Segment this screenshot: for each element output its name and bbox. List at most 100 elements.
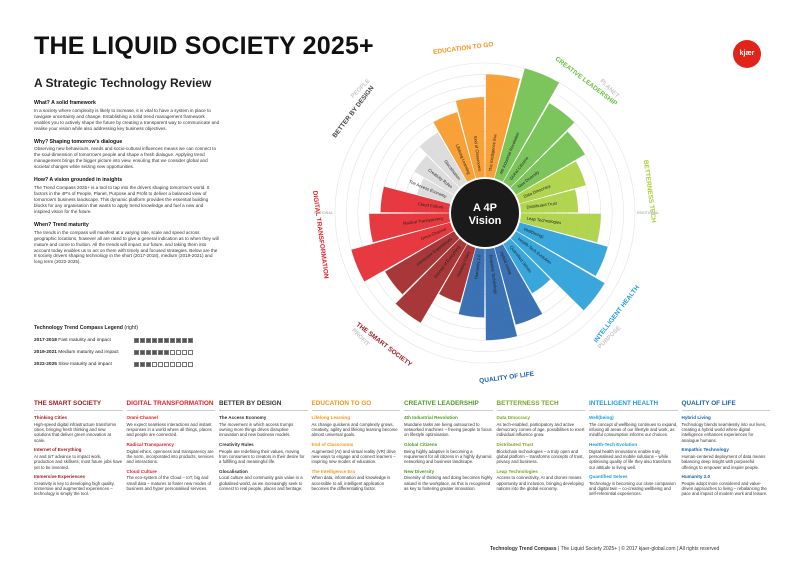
trend-column: QUALITY OF LIFE Hybrid Living Technology b… xyxy=(681,400,775,540)
trend-name: The Intelligence Era xyxy=(311,468,355,474)
trend-wedge xyxy=(494,244,543,325)
legend-title: Technology Trend Compass Legend (right) xyxy=(34,325,224,331)
trend-item: End of Classrooms Augmented (AI) and virt… xyxy=(312,442,401,465)
intro-text: The trends in the compass will manifest … xyxy=(34,229,219,265)
trend-name: 4th Industrial Revolution xyxy=(404,415,458,420)
trend-text: Technology blends seamlessly into our li… xyxy=(681,421,767,443)
intro-block: What? A solid framework In a society whe… xyxy=(34,100,220,132)
grid-ring xyxy=(334,62,636,364)
trend-text: Access to connectivity, AI and drones me… xyxy=(496,475,584,492)
trend-text: Digital health innovations enable truly … xyxy=(589,448,672,470)
grid-ring xyxy=(414,142,556,284)
trend-wedge xyxy=(455,97,485,179)
legend-square xyxy=(152,362,157,367)
legend-years: 2019-2021 xyxy=(34,350,57,355)
trend-text: Augmented (AI) and virtual reality (VR) … xyxy=(311,448,396,465)
legend: Technology Trend Compass Legend (right) … xyxy=(34,325,224,374)
trend-text: The concept of wellbeing continues to ex… xyxy=(589,421,678,438)
trend-wedge xyxy=(519,213,601,243)
category-label: DIGITAL TRANSFORMATION xyxy=(311,190,330,279)
trend-text: Technology is becoming our close compani… xyxy=(589,480,676,497)
trend-name: Glocalisation xyxy=(219,468,248,474)
intro-block: How? A vision grounded in insights The T… xyxy=(34,177,220,215)
intro-text: In a society where complexity is likely … xyxy=(34,107,220,131)
grid-ring xyxy=(403,131,567,295)
category-label: QUALITY OF LIFE xyxy=(479,371,535,385)
trend-name: Omni-Channel xyxy=(126,415,158,420)
trend-column: INTELLIGENT HEALTH Well(being) The concept… xyxy=(589,400,682,540)
legend-square xyxy=(140,350,145,355)
trend-name: Global Citizens xyxy=(404,441,438,447)
trend-label: Distributed Trust xyxy=(526,201,558,210)
trend-text: Local culture and community gain value i… xyxy=(219,475,303,492)
legend-desc: Slow maturity and impact xyxy=(56,362,112,367)
trend-item: Data Dmocracy As tech-enabled, participat… xyxy=(497,415,586,438)
trend-wedge xyxy=(516,222,608,276)
trend-wedge xyxy=(485,74,520,179)
trend-item: 4th Industrial Revolution Mundane tasks a… xyxy=(404,415,493,438)
legend-square xyxy=(176,350,181,355)
legend-row: 2019-2021 Medium maturity and impact xyxy=(34,350,224,355)
column-heading: BETTERNESS TECH xyxy=(496,400,585,411)
trend-wedge xyxy=(419,132,467,188)
trend-text: AI and IoT advance to impact work, produ… xyxy=(34,453,123,470)
trend-wedge xyxy=(439,244,476,303)
footer-brand: Technology Trend Compass xyxy=(490,546,557,552)
trend-text: Human-centered deployment of data means … xyxy=(681,453,766,470)
trend-wedge xyxy=(351,222,454,282)
trend-wedge xyxy=(510,231,605,311)
trend-text: People are redefining their values, movi… xyxy=(219,448,305,465)
trend-text: Mundane tasks are being outsourced to ne… xyxy=(404,421,492,438)
legend-square xyxy=(134,362,139,367)
column-heading: CREATIVE LEADERSHIP xyxy=(404,400,493,411)
legend-square xyxy=(146,350,151,355)
column-heading: QUALITY OF LIFE xyxy=(681,400,770,411)
legend-square xyxy=(170,362,175,367)
intro-heading: When? Trend maturity xyxy=(34,221,89,228)
trend-text: People adopt more considered and value-d… xyxy=(681,480,768,497)
trend-name: Immersive Experiences xyxy=(34,473,86,479)
legend-square xyxy=(158,362,163,367)
intro-block: When? Trend maturity The trends in the c… xyxy=(34,222,220,266)
trend-column: EDUCATION TO GO Lifelong Learning As chang… xyxy=(311,400,405,540)
trend-text: The eco-system of the Cloud – IoT, big a… xyxy=(126,475,212,492)
trend-wedge xyxy=(380,186,451,213)
trend-compass-wheel: Lifelong Learning End of Classrooms The In… xyxy=(311,41,659,385)
legend-square xyxy=(164,350,169,355)
legend-square xyxy=(158,338,163,343)
trend-text: We expect seamless interactions and inst… xyxy=(126,421,212,438)
trend-wedge xyxy=(519,189,578,213)
intro-text: Observing new behaviours, needs and soci… xyxy=(34,146,217,170)
trend-item: Creativity Rules People are redefining th… xyxy=(219,442,308,465)
trend-column: BETTERNESS TECH Data Dmocracy As tech-enab… xyxy=(496,400,590,540)
trend-wedge xyxy=(503,238,551,294)
trend-item: Health-Tech Evolution Digital health inno… xyxy=(589,442,678,470)
trend-wedge xyxy=(516,161,586,204)
brand-logo: kjær global xyxy=(733,40,761,85)
trend-column: BETTER BY DESIGN The Access Economy The mo… xyxy=(219,400,312,540)
trend-name: Distributed Trust xyxy=(496,441,534,447)
category-label: INTELLIGENT HEALTH xyxy=(593,284,642,344)
grid-ring xyxy=(391,119,579,307)
legend-square xyxy=(152,338,157,343)
column-heading: THE SMART SOCIETY xyxy=(34,400,123,411)
trend-item: Humanity 2.0 People adopt more considered… xyxy=(682,474,771,497)
trend-columns: THE SMART SOCIETY Thinking Cities High-spe… xyxy=(34,400,774,540)
legend-row-label: 2019-2021 Medium maturity and impact xyxy=(34,350,134,355)
trend-label: Cloud Culture xyxy=(418,201,445,209)
trend-name: Thinking Cities xyxy=(34,415,67,420)
intro-heading: What? A solid framework xyxy=(34,100,96,106)
legend-square xyxy=(164,338,169,343)
trend-item: Empathic Technology Human-centered deploy… xyxy=(682,447,771,470)
legend-title-text: Technology Trend Compass Legend xyxy=(34,325,123,331)
trend-wedge xyxy=(485,247,518,341)
trend-label: Leap Technologies xyxy=(526,216,561,226)
trend-name: Creativity Rules xyxy=(219,441,254,447)
legend-square xyxy=(140,362,145,367)
trend-wedge xyxy=(369,213,451,243)
trend-label: End of Classrooms xyxy=(473,136,483,172)
trend-wedge xyxy=(414,155,460,195)
trend-item: Glocalisation Local culture and community… xyxy=(219,469,308,492)
trend-column: CREATIVE LEADERSHIP 4th Industrial Revolu… xyxy=(404,400,497,540)
legend-square xyxy=(134,350,139,355)
